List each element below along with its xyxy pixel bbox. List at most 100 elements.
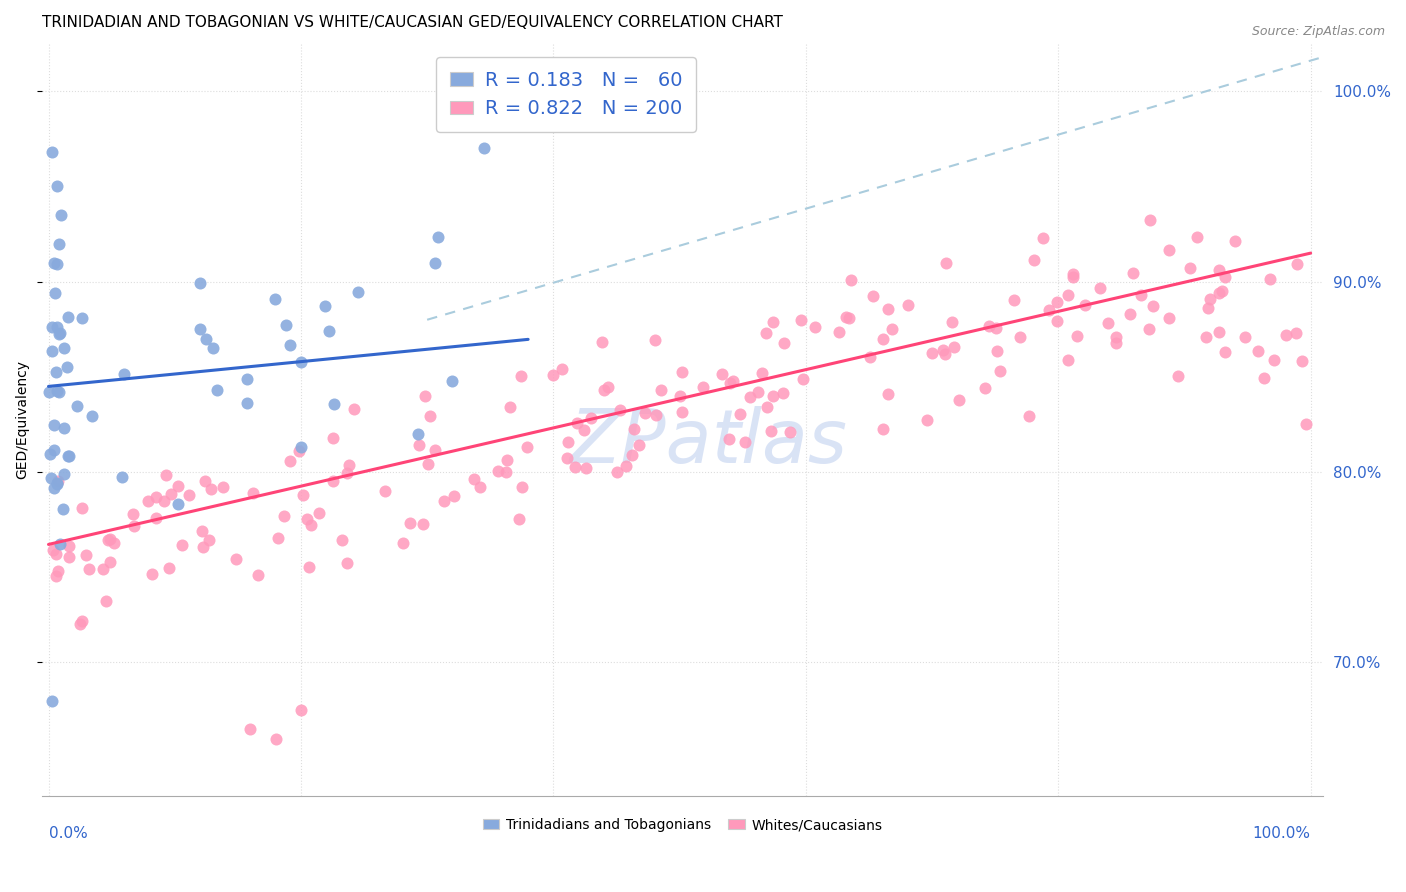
Point (620, 448, 643, 462)
Point (70, 614, 93, 628)
Point (728, 407, 751, 421)
Point (413, 389, 436, 403)
Point (1119, 307, 1142, 321)
Point (416, 457, 439, 471)
Point (1208, 326, 1230, 340)
Point (1008, 330, 1031, 344)
Point (145, 490, 167, 504)
Point (299, 517, 322, 532)
Point (499, 401, 522, 415)
Point (872, 422, 894, 436)
Point (463, 473, 485, 487)
Point (433, 493, 456, 508)
Point (58, 449, 80, 463)
Point (921, 346, 943, 360)
Point (46, 477, 69, 491)
Point (246, 568, 269, 582)
Point (984, 321, 1007, 335)
Point (56, 449, 79, 463)
Point (45, 548, 67, 562)
Point (671, 405, 693, 419)
Point (98, 555, 121, 569)
Point (1178, 261, 1201, 276)
Point (1002, 293, 1025, 307)
Point (170, 538, 193, 552)
Point (468, 480, 491, 494)
Point (1057, 353, 1080, 368)
Point (557, 435, 579, 450)
Legend: Trinidadians and Tobagonians, Whites/Caucasians: Trinidadians and Tobagonians, Whites/Cau… (477, 813, 889, 838)
Point (628, 438, 651, 452)
Point (1157, 244, 1180, 258)
Point (399, 516, 422, 531)
Point (1159, 310, 1181, 325)
Point (917, 412, 939, 426)
Point (751, 367, 773, 381)
Point (723, 374, 745, 388)
Point (121, 507, 143, 521)
Point (190, 277, 212, 291)
Point (141, 567, 163, 582)
Point (1074, 298, 1097, 312)
Point (318, 324, 340, 338)
Point (42, 255, 65, 269)
Point (242, 486, 264, 500)
Point (495, 465, 517, 479)
Point (160, 487, 183, 501)
Point (1139, 213, 1161, 227)
Point (205, 384, 228, 398)
Point (1195, 330, 1218, 344)
Point (934, 347, 956, 361)
Point (1185, 230, 1208, 244)
Point (773, 335, 796, 350)
Point (1105, 336, 1128, 351)
Point (336, 467, 359, 481)
Point (45, 365, 67, 379)
Point (46, 179, 69, 194)
Point (1234, 330, 1257, 344)
Point (1291, 354, 1313, 368)
Point (508, 512, 530, 526)
Point (177, 488, 200, 502)
Point (1247, 343, 1270, 358)
Point (606, 465, 628, 479)
Point (1263, 353, 1285, 368)
Point (122, 519, 145, 533)
Point (1097, 316, 1119, 330)
Point (103, 536, 125, 550)
Point (322, 474, 344, 488)
Point (623, 422, 645, 436)
Point (52, 341, 75, 355)
Point (876, 301, 898, 316)
Point (579, 410, 602, 425)
Point (747, 384, 769, 399)
Text: TRINIDADIAN AND TOBAGONIAN VS WHITE/CAUCASIAN GED/EQUIVALENCY CORRELATION CHART: TRINIDADIAN AND TOBAGONIAN VS WHITE/CAUC… (42, 15, 783, 30)
Point (1088, 281, 1111, 295)
Point (1032, 231, 1054, 245)
Point (1285, 257, 1308, 271)
Point (82, 409, 104, 424)
Point (1253, 371, 1275, 385)
Point (44, 482, 66, 496)
Point (337, 458, 360, 473)
Point (1137, 322, 1160, 336)
Point (762, 389, 785, 403)
Point (1066, 329, 1088, 343)
Point (419, 409, 441, 423)
Point (342, 401, 364, 416)
Point (425, 442, 447, 457)
Point (1046, 295, 1069, 310)
Point (555, 450, 578, 465)
Point (236, 396, 259, 410)
Point (408, 438, 430, 452)
Point (644, 408, 666, 422)
Point (1038, 303, 1060, 318)
Point (39, 447, 62, 461)
Point (52, 501, 75, 516)
Point (42, 418, 65, 433)
Point (575, 460, 598, 475)
Point (516, 440, 538, 454)
Point (66, 400, 89, 414)
Point (880, 322, 903, 336)
Point (322, 431, 344, 445)
